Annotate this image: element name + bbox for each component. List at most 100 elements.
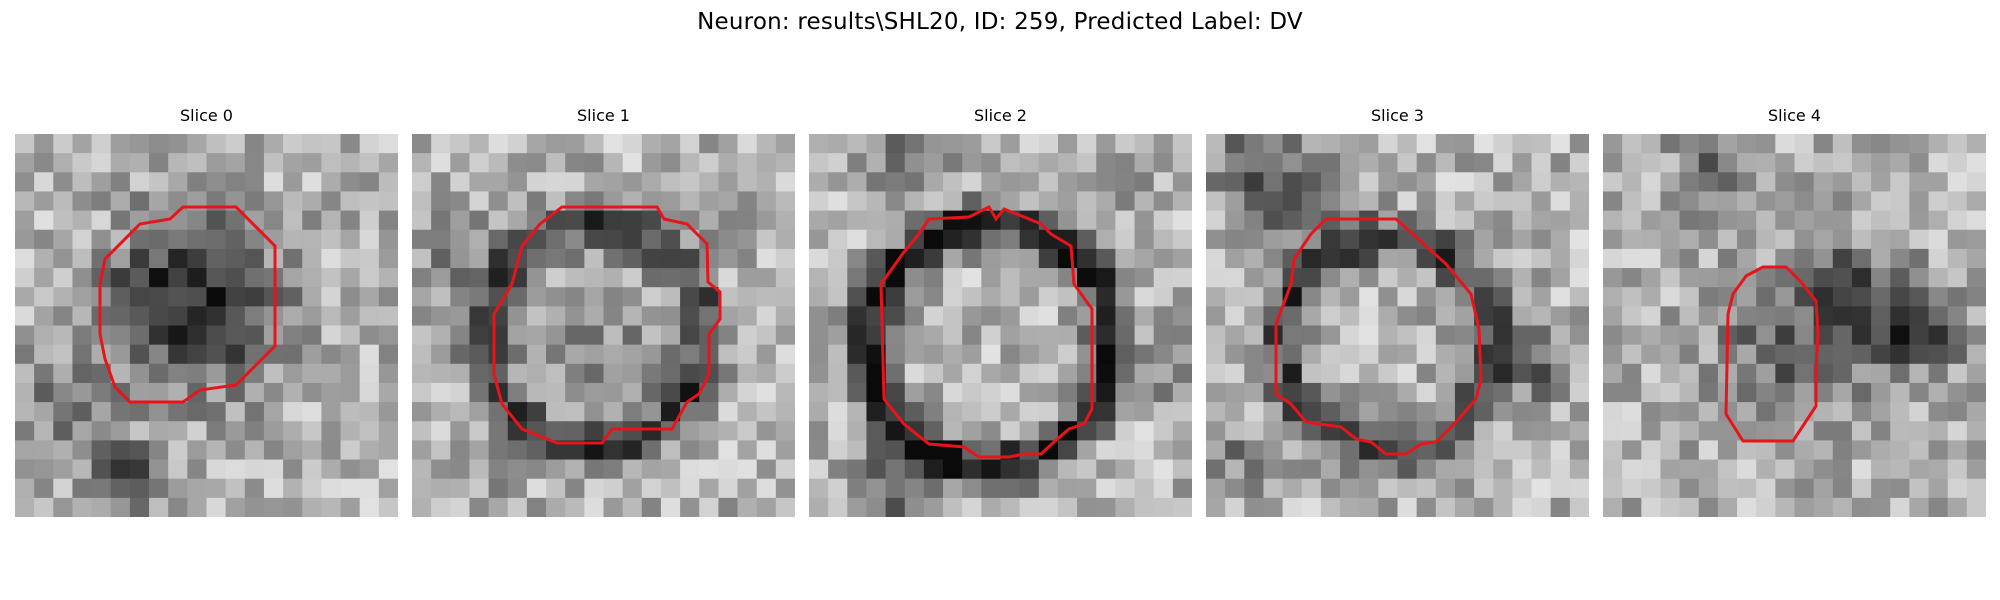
pixel [775, 402, 795, 422]
pixel [1603, 325, 1623, 346]
pixel [1794, 382, 1815, 403]
pixel [1153, 382, 1174, 403]
pixel [1244, 287, 1265, 307]
pixel [885, 229, 906, 250]
pixel [584, 306, 605, 327]
pixel [1244, 229, 1265, 250]
pixel [1622, 306, 1642, 327]
pixel [885, 421, 906, 441]
pixel [53, 382, 74, 403]
pixel [809, 229, 829, 250]
pixel [15, 134, 35, 154]
pixel [1000, 382, 1021, 403]
pixel [149, 287, 169, 307]
pixel [1512, 287, 1533, 307]
pixel [1153, 172, 1174, 193]
pixel [1737, 248, 1757, 269]
pixel [53, 287, 74, 307]
pixel [488, 344, 509, 365]
pixel [1679, 363, 1700, 384]
pixel [1622, 459, 1642, 480]
pixel [1531, 344, 1552, 365]
pixel [809, 306, 829, 327]
pixel [1153, 210, 1174, 231]
pixel [1077, 134, 1097, 154]
pixel [1301, 172, 1322, 193]
pixel [565, 421, 585, 441]
pixel [1775, 153, 1796, 173]
pixel [943, 363, 963, 384]
pixel [450, 134, 471, 154]
pixel [15, 402, 35, 422]
pixel [1077, 229, 1097, 250]
pixel [1775, 402, 1796, 422]
pixel [923, 210, 944, 231]
pixel [1057, 478, 1078, 499]
pixel [775, 134, 795, 154]
pixel [1282, 210, 1303, 231]
pixel [1096, 363, 1116, 384]
pixel [1115, 134, 1136, 154]
pixel [1301, 421, 1322, 441]
pixel [340, 344, 361, 365]
pixel [1698, 421, 1719, 441]
pixel [1966, 440, 1986, 461]
slice-title: Slice 4 [1768, 106, 1821, 125]
pixel [1909, 287, 1930, 307]
pixel [1038, 402, 1059, 422]
pixel [340, 459, 361, 480]
pixel [809, 363, 829, 384]
slice-image-4 [1603, 134, 1986, 517]
pixel [53, 478, 74, 499]
pixel [603, 382, 624, 403]
pixel [225, 497, 246, 517]
pixel [149, 344, 169, 365]
pixel [1737, 210, 1757, 231]
pixel [1698, 440, 1719, 461]
pixel [565, 478, 585, 499]
pixel [775, 363, 795, 384]
pixel [1493, 363, 1513, 384]
pixel [206, 306, 227, 327]
pixel [1660, 402, 1681, 422]
pixel [53, 172, 74, 193]
pixel [91, 363, 112, 384]
pixel [1641, 191, 1662, 212]
pixel [923, 229, 944, 250]
pixel [1244, 210, 1265, 231]
pixel [603, 363, 624, 384]
pixel [431, 134, 451, 154]
pixel [507, 191, 528, 212]
pixel [91, 478, 112, 499]
pixel [981, 497, 1002, 517]
pixel [565, 325, 585, 346]
pixel [1698, 363, 1719, 384]
pixel [1832, 421, 1853, 441]
pixel [110, 459, 131, 480]
pixel [1153, 306, 1174, 327]
pixel [981, 191, 1002, 212]
pixel [1038, 172, 1059, 193]
pixel [603, 478, 624, 499]
pixel [565, 172, 585, 193]
pixel [1172, 172, 1192, 193]
pixel [622, 382, 643, 403]
pixel [1077, 478, 1097, 499]
pixel [737, 153, 758, 173]
pixel [718, 134, 739, 154]
pixel [828, 306, 848, 327]
pixel [129, 306, 150, 327]
pixel [507, 382, 528, 403]
pixel [756, 382, 777, 403]
pixel [943, 382, 963, 403]
pixel [1512, 268, 1533, 288]
pixel [1947, 287, 1968, 307]
pixel [1134, 306, 1155, 327]
pixel [1115, 344, 1136, 365]
pixel [1717, 210, 1738, 231]
pixel [1775, 210, 1796, 231]
pixel [1397, 306, 1418, 327]
pixel [962, 172, 982, 193]
pixel [756, 497, 777, 517]
pixel [187, 248, 208, 269]
